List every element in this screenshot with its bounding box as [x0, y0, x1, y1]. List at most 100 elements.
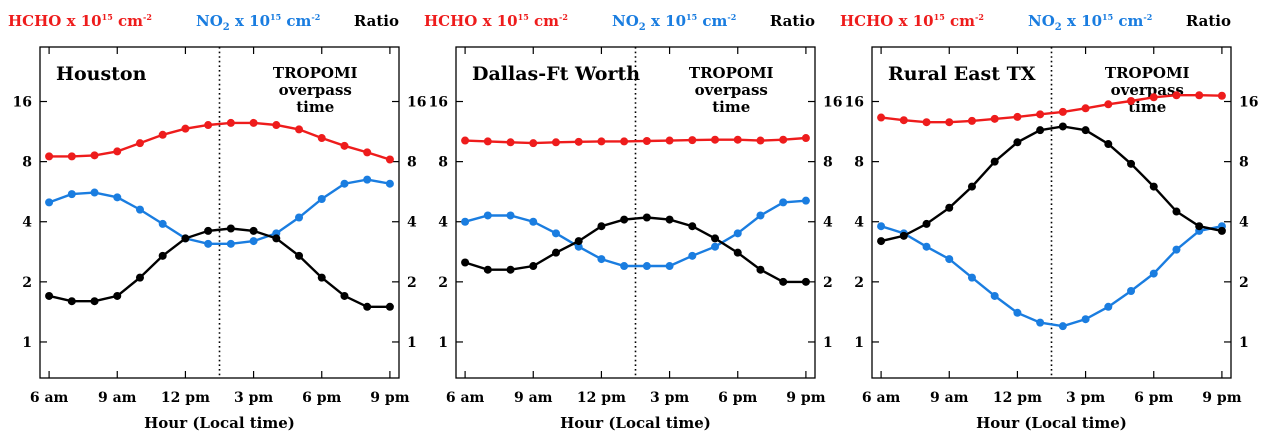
x-tick-label: 9 am [514, 390, 553, 406]
hcho-series-line [880, 93, 1222, 124]
no2-point [1172, 245, 1181, 254]
no2-legend-label: NO2 x 1015 cm-2 [196, 12, 320, 33]
ratio-point [1013, 138, 1022, 147]
no2-legend-label: NO2 x 1015 cm-2 [1028, 12, 1152, 33]
hcho-point [45, 152, 54, 161]
y-tick-label-left: 8 [438, 155, 448, 171]
y-tick-label-left: 4 [438, 215, 448, 231]
ratio-point [899, 231, 908, 240]
x-tick-label: 3 pm [234, 390, 273, 406]
hcho-point [1172, 91, 1181, 100]
y-tick-label-left: 1 [22, 335, 32, 351]
ratio-point [204, 226, 213, 235]
x-tick-label: 12 pm [577, 390, 626, 406]
ratio-series-line [880, 125, 1223, 243]
hcho-point [181, 124, 190, 133]
ratio-point [733, 248, 742, 257]
ratio-point [1127, 159, 1136, 168]
hcho-series-line [465, 136, 806, 145]
y-tick-label-right: 4 [407, 215, 417, 231]
ratio-point [801, 277, 810, 286]
overpass-annotation-line: time [296, 98, 334, 116]
no2-point [295, 213, 304, 222]
hcho-legend-label: HCHO x 1015 cm-2 [840, 12, 984, 30]
ratio-point [711, 234, 720, 243]
ratio-point [597, 222, 606, 231]
y-tick-label-right: 16 [1239, 95, 1258, 111]
ratio-point [272, 234, 281, 243]
no2-point [756, 211, 765, 220]
hcho-point [1036, 110, 1045, 119]
ratio-point [967, 182, 976, 191]
no2-point [317, 194, 326, 203]
panel-title: Houston [56, 63, 147, 85]
y-tick-label-left: 16 [429, 95, 448, 111]
y-tick-label-right: 1 [823, 335, 833, 351]
ratio-point [135, 273, 144, 282]
ratio-point [1081, 126, 1090, 135]
hcho-point [967, 116, 976, 125]
y-tick-label-left: 1 [438, 335, 448, 351]
ratio-point [506, 265, 515, 274]
hcho-point [922, 118, 931, 127]
no2-point [1036, 318, 1045, 327]
ratio-point [574, 237, 583, 246]
y-tick-label-right: 2 [823, 275, 833, 291]
no2-point [922, 242, 931, 251]
ratio-point [1104, 140, 1113, 149]
ratio-point [1036, 126, 1045, 135]
ratio-point [249, 226, 258, 235]
overpass-annotation-line: TROPOMI [273, 64, 358, 82]
ratio-point [620, 215, 629, 224]
no2-point [249, 237, 258, 246]
no2-point [967, 273, 976, 282]
hcho-point [226, 118, 235, 127]
overpass-annotation-line: overpass [279, 81, 352, 99]
ratio-point [1195, 222, 1204, 231]
ratio-series-line [464, 216, 806, 284]
ratio-point [181, 234, 190, 243]
y-tick-label-right: 16 [407, 95, 426, 111]
no2-point [1104, 302, 1113, 311]
no2-point [688, 251, 697, 260]
y-tick-label-right: 8 [1239, 155, 1249, 171]
no2-point [1081, 315, 1090, 324]
hcho-point [483, 137, 492, 146]
hcho-point [1195, 91, 1204, 100]
no2-point [204, 239, 213, 248]
hcho-point [1149, 93, 1158, 102]
overpass-annotation-line: overpass [695, 81, 768, 99]
hcho-point [779, 135, 788, 144]
no2-point [642, 262, 651, 271]
hcho-point [1081, 104, 1090, 113]
x-tick-label: 6 pm [302, 390, 341, 406]
no2-point [551, 229, 560, 238]
no2-point [158, 219, 167, 228]
ratio-point [551, 248, 560, 257]
no2-point [779, 198, 788, 207]
hcho-point [529, 139, 538, 148]
ratio-point [1172, 207, 1181, 216]
ratio-point [226, 224, 235, 233]
overpass-annotation-line: time [712, 98, 750, 116]
hcho-point [574, 137, 583, 146]
no2-point [990, 291, 999, 300]
ratio-point [113, 291, 122, 300]
y-tick-label-left: 16 [845, 95, 864, 111]
ratio-series-line [48, 227, 390, 308]
hcho-point [733, 135, 742, 144]
ratio-point [779, 277, 788, 286]
hcho-point [756, 136, 765, 145]
y-tick-label-left: 2 [22, 275, 32, 291]
hcho-point [340, 141, 349, 150]
no2-point [1013, 308, 1022, 317]
ratio-point [461, 258, 470, 267]
no2-point [483, 211, 492, 220]
ratio-point [317, 273, 326, 282]
ratio-point [877, 237, 886, 246]
no2-point [529, 217, 538, 226]
ratio-point [483, 265, 492, 274]
ratio-point [945, 203, 954, 212]
no2-series-line [880, 225, 1223, 328]
